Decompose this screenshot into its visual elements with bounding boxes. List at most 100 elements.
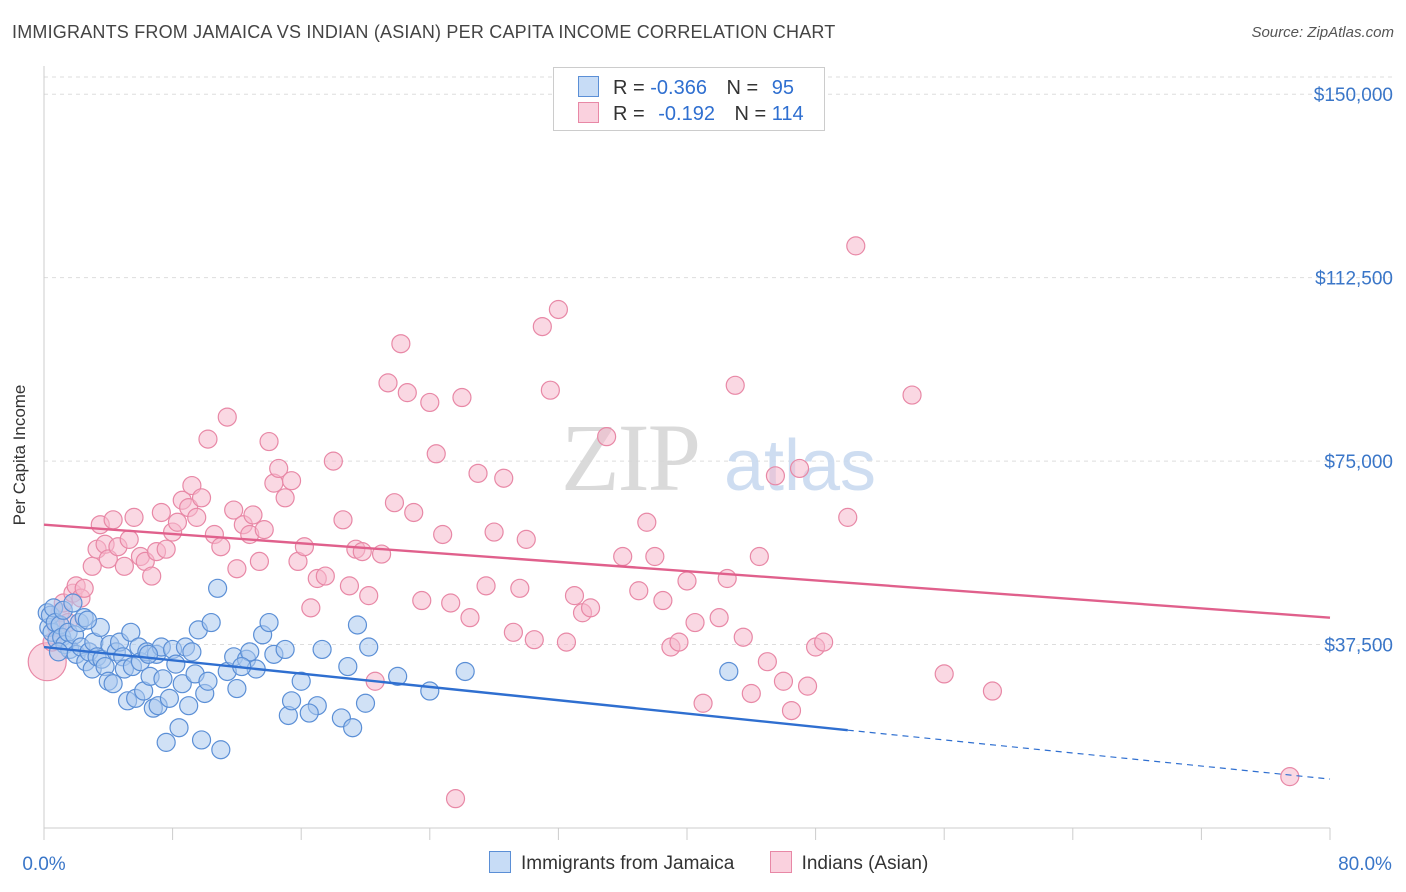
data-point	[63, 593, 83, 613]
data-point	[281, 691, 302, 711]
data-point	[352, 542, 372, 562]
data-point	[172, 674, 192, 694]
trend-line-jamaica	[43, 645, 848, 732]
data-point	[299, 703, 319, 723]
data-point	[982, 681, 1003, 701]
data-point	[733, 627, 753, 647]
data-point	[227, 678, 247, 699]
data-point	[159, 688, 179, 708]
data-point	[717, 568, 737, 589]
data-point	[259, 431, 279, 452]
data-point	[781, 700, 802, 721]
data-point	[540, 380, 560, 400]
data-point	[524, 630, 544, 650]
data-point	[765, 466, 786, 486]
data-point	[677, 571, 697, 591]
data-point	[838, 507, 858, 527]
data-point	[114, 556, 134, 576]
data-point	[294, 537, 315, 557]
data-point	[404, 502, 424, 523]
data-point	[254, 520, 274, 540]
data-point	[343, 718, 363, 738]
data-point	[580, 598, 601, 618]
data-point	[124, 507, 144, 527]
data-point	[494, 468, 514, 488]
data-point	[476, 576, 496, 596]
data-point	[556, 632, 577, 652]
data-point	[169, 718, 189, 738]
data-point	[797, 676, 818, 696]
data-point	[669, 632, 689, 652]
y-axis-label: Per Capita Income	[10, 384, 29, 526]
trend-line-jamaica-extension	[847, 729, 1331, 780]
data-point	[445, 789, 466, 809]
grid-lines	[44, 76, 1395, 646]
data-point	[211, 740, 231, 760]
data-point	[333, 510, 353, 530]
data-point	[179, 696, 199, 716]
data-point	[347, 615, 368, 635]
data-point	[249, 551, 270, 572]
data-point	[441, 593, 461, 613]
data-point	[613, 546, 633, 567]
data-point	[426, 444, 446, 464]
x-tick-label-max: 80.0%	[1338, 854, 1392, 875]
data-point	[151, 502, 171, 523]
data-point	[275, 639, 295, 660]
n-value: 114	[771, 103, 804, 125]
source-label: Source: ZipAtlas.com	[1251, 24, 1394, 41]
data-point	[846, 236, 866, 256]
data-point	[355, 693, 376, 713]
data-point	[452, 387, 472, 408]
data-point	[773, 671, 794, 691]
legend-row-indians: R = -0.192 N = 114	[578, 102, 804, 126]
data-point	[224, 500, 244, 520]
data-point	[789, 458, 810, 479]
r-value: -0.192	[658, 103, 715, 125]
data-point	[121, 622, 141, 642]
data-point	[814, 632, 834, 652]
data-point	[240, 642, 260, 662]
y-tick-label: $112,500	[1315, 269, 1393, 290]
data-point	[103, 510, 123, 530]
data-point	[187, 507, 207, 527]
data-point	[412, 590, 432, 611]
data-point	[359, 586, 379, 606]
data-point	[77, 610, 98, 630]
data-point	[391, 334, 411, 354]
data-point	[312, 639, 332, 660]
chart-title: IMMIGRANTS FROM JAMAICA VS INDIAN (ASIAN…	[12, 22, 836, 42]
data-point	[384, 493, 405, 513]
data-point	[1280, 767, 1300, 787]
legend-row-jamaica: R = -0.366 N = 95	[578, 76, 794, 100]
data-point	[323, 451, 343, 471]
data-point	[902, 385, 922, 405]
data-point	[934, 664, 954, 684]
data-point	[709, 608, 729, 628]
data-point	[597, 427, 617, 447]
r-value: -0.366	[650, 77, 707, 99]
data-point	[637, 512, 657, 532]
data-point	[315, 566, 335, 586]
trend-line-indians	[43, 523, 1331, 619]
trend-lines	[43, 523, 1331, 780]
data-point	[156, 732, 176, 752]
data-point	[460, 608, 480, 628]
data-point	[275, 488, 295, 508]
data-point	[119, 529, 139, 549]
data-point	[510, 578, 530, 598]
n-label: N =	[726, 77, 759, 99]
legend-swatch-pink	[578, 102, 599, 123]
data-point	[103, 674, 123, 694]
y-tick-label: $75,000	[1324, 452, 1393, 473]
points-immigrants-jamaica	[37, 578, 739, 760]
data-point	[269, 458, 289, 479]
data-point	[339, 576, 360, 596]
r-label: R =	[613, 103, 645, 125]
data-point	[420, 392, 440, 413]
data-point	[338, 656, 358, 677]
series-legend: Immigrants from Jamaica Indians (Asian)	[489, 851, 958, 877]
x-tick-label-min: 0.0%	[22, 854, 65, 875]
legend-item-indians: Indians (Asian)	[769, 851, 928, 875]
